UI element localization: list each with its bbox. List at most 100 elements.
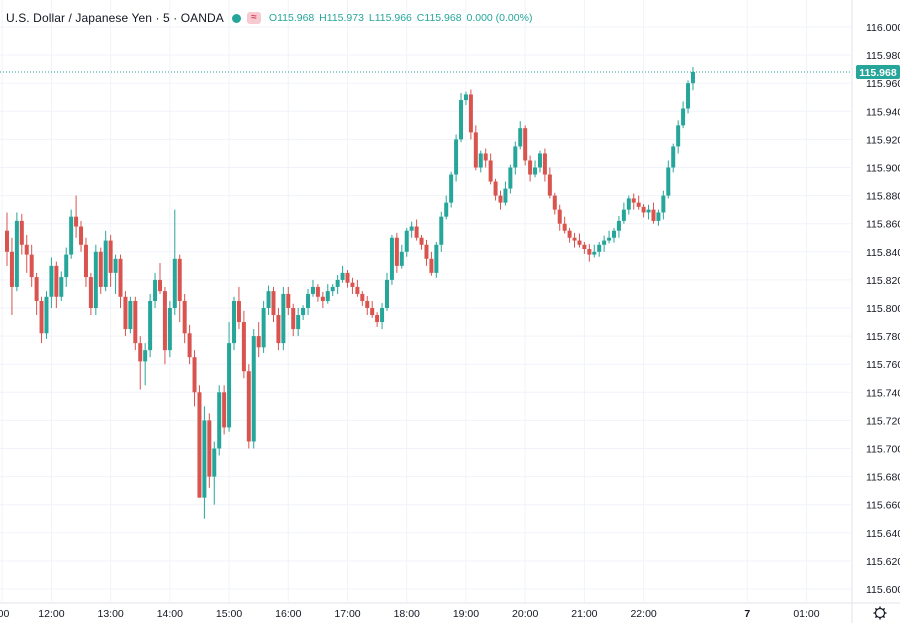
candle-body — [148, 300, 153, 351]
candle-body — [128, 300, 133, 330]
candle-body — [508, 167, 513, 189]
candle-body — [636, 202, 641, 207]
candle-body — [587, 248, 592, 255]
candle-body — [626, 198, 631, 210]
candle-body — [384, 279, 389, 308]
candle-body — [375, 315, 380, 323]
candle-body — [320, 296, 325, 301]
candle-body — [246, 371, 251, 442]
x-tick-label: 7 — [744, 608, 750, 620]
candle-body — [616, 220, 621, 231]
candle-body — [192, 357, 197, 393]
x-tick-label: 19:00 — [453, 608, 479, 620]
candle-body — [503, 188, 508, 203]
candle-body — [133, 300, 138, 344]
candle-body — [340, 272, 345, 280]
y-tick-label: 115.960 — [866, 78, 900, 90]
wave-icon[interactable]: ≈ — [246, 12, 261, 24]
candle-body — [108, 240, 113, 273]
candle-body — [39, 300, 44, 334]
candle-body — [459, 100, 464, 140]
candle-body — [197, 392, 202, 498]
candle-body — [424, 244, 429, 259]
candle-body — [301, 308, 306, 316]
candle-body — [646, 209, 651, 213]
candle-body — [686, 83, 691, 109]
candle-body — [597, 244, 602, 252]
candle-body — [454, 139, 459, 175]
candle-body — [552, 195, 557, 210]
candle-body — [118, 258, 123, 297]
candle-body — [488, 160, 493, 182]
candle-body — [350, 282, 355, 287]
y-tick-label: 115.740 — [866, 387, 900, 399]
candle-body — [449, 174, 454, 203]
y-tick-label: 115.980 — [866, 50, 900, 62]
y-tick-label: 115.860 — [866, 219, 900, 231]
candle-body — [182, 300, 187, 334]
candle-body — [572, 237, 577, 241]
candle-body — [296, 315, 301, 330]
candle-body — [690, 71, 695, 84]
candle-body — [256, 336, 261, 348]
y-tick-label: 115.940 — [866, 106, 900, 118]
candle-body — [607, 237, 612, 241]
candle-body — [172, 258, 177, 308]
candle-body — [103, 240, 108, 287]
candle-body — [212, 448, 217, 477]
x-tick-label: 14:00 — [157, 608, 183, 620]
gear-icon[interactable] — [873, 606, 887, 620]
candle-body — [429, 258, 434, 273]
candle-body — [291, 308, 296, 330]
candle-body — [14, 220, 19, 287]
candle-body — [227, 343, 232, 428]
candle-body — [74, 216, 79, 227]
candle-body — [419, 237, 424, 245]
candle-body — [143, 350, 148, 362]
x-tick-label: 13:00 — [97, 608, 123, 620]
candle-body — [276, 315, 281, 344]
candle-body — [676, 125, 681, 147]
candle-body — [83, 244, 88, 278]
candle-body — [69, 216, 74, 255]
last-price-badge — [856, 64, 900, 79]
candle-body — [241, 322, 246, 372]
candle-body — [651, 209, 656, 221]
candle-body — [306, 293, 311, 308]
x-tick-label: 20:00 — [512, 608, 538, 620]
y-tick-label: 115.880 — [866, 191, 900, 203]
candle-body — [355, 286, 360, 294]
candle-body — [612, 230, 617, 238]
candle-body — [493, 181, 498, 196]
candlestick-series — [5, 67, 695, 519]
price-axis: 116.000 115.980 115.960 115.940 115.920 115.9… — [856, 22, 900, 596]
candle-body — [523, 128, 528, 161]
candle-body — [5, 230, 9, 252]
candle-body — [64, 254, 69, 278]
y-tick-label: 115.600 — [866, 584, 900, 596]
y-tick-label: 115.760 — [866, 359, 900, 371]
candle-body — [202, 420, 207, 498]
candle-body — [528, 160, 533, 175]
ohlc-close: C115.968 — [416, 12, 462, 24]
candle-body — [113, 258, 118, 273]
candle-body — [671, 146, 676, 168]
candle-body — [59, 277, 64, 297]
candle-body — [54, 265, 59, 297]
ohlc-readout: O115.968 H115.973 L115.966 C115.968 0.00… — [269, 12, 535, 24]
candle-body — [513, 146, 518, 168]
candle-body — [562, 223, 567, 231]
y-tick-label: 115.640 — [866, 528, 900, 540]
candle-body — [365, 300, 370, 308]
x-tick-label: 22:00 — [630, 608, 656, 620]
candle-body — [444, 202, 449, 217]
candle-body — [468, 94, 473, 133]
candle-body — [542, 153, 547, 175]
x-tick-label: 18:00 — [394, 608, 420, 620]
y-tick-label: 115.720 — [866, 415, 900, 427]
candle-body — [577, 240, 582, 245]
last-price-label: 115.968 — [859, 67, 897, 79]
candle-body — [414, 226, 419, 238]
candle-body — [29, 254, 34, 278]
